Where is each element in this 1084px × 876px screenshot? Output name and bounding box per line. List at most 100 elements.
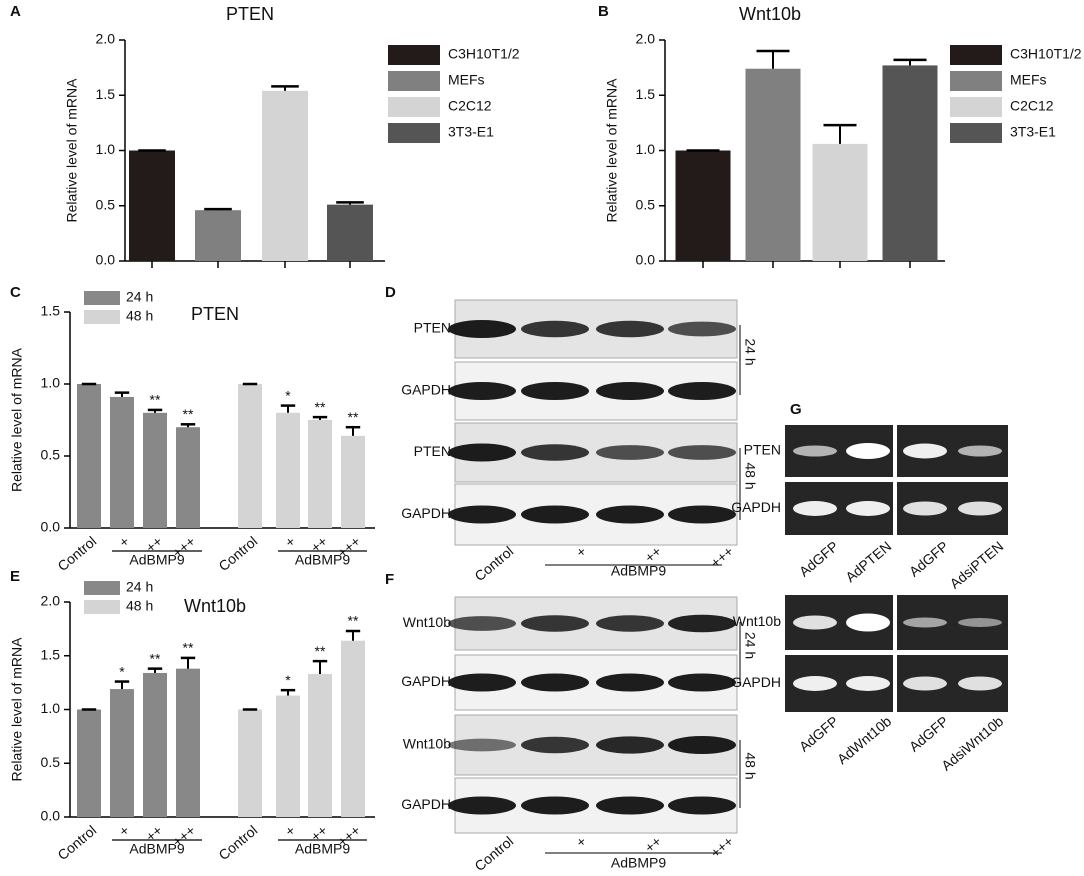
- row-label: GAPDH: [731, 674, 781, 690]
- y-tick-label: 1.5: [96, 86, 116, 102]
- bar: [176, 427, 200, 528]
- legend-swatch: [388, 45, 440, 65]
- blot-band: [596, 673, 664, 692]
- y-tick-label: 1.0: [96, 141, 116, 157]
- gel-band: [846, 443, 890, 459]
- panel-letter: G: [790, 401, 802, 418]
- y-tick-label: 0.0: [41, 519, 61, 535]
- row-label: GAPDH: [401, 796, 451, 812]
- blot-band: [521, 736, 589, 754]
- gel-band: [903, 501, 947, 516]
- y-tick-label: 0.0: [41, 808, 61, 824]
- significance: **: [183, 406, 194, 422]
- lane-label: AdGFP: [906, 713, 951, 755]
- bar: [882, 65, 938, 261]
- blot-band: [448, 382, 516, 400]
- blot-band: [668, 321, 736, 337]
- gel-band: [958, 676, 1002, 691]
- blot-band: [668, 505, 736, 524]
- y-axis-label: Relative level of mRNA: [64, 78, 80, 223]
- blot-band: [668, 445, 736, 460]
- legend-label: C2C12: [1010, 98, 1054, 114]
- y-tick-label: 1.0: [41, 375, 61, 391]
- panel-letter: D: [385, 284, 396, 301]
- blot-band: [448, 616, 516, 631]
- blot-band: [521, 505, 589, 524]
- bar: [262, 90, 308, 261]
- row-label: PTEN: [414, 320, 451, 336]
- bar: [143, 672, 167, 817]
- panel-letter: E: [10, 568, 20, 585]
- blot-band: [596, 382, 664, 400]
- y-tick-label: 0.5: [636, 196, 656, 212]
- group-label: AdBMP9: [295, 841, 350, 857]
- blot-band: [448, 673, 516, 692]
- group-label: AdBMP9: [295, 552, 350, 568]
- bar: [745, 68, 801, 261]
- legend-swatch: [950, 71, 1002, 91]
- significance: **: [348, 613, 359, 629]
- row-label: Wnt10b: [403, 614, 451, 630]
- legend-swatch: [388, 97, 440, 117]
- bar: [129, 150, 175, 261]
- y-tick-label: 2.0: [96, 31, 116, 47]
- blot-band: [596, 505, 664, 524]
- y-tick-label: 1.5: [636, 86, 656, 102]
- gel-band: [846, 501, 890, 516]
- legend-swatch: [950, 45, 1002, 65]
- row-label: Wnt10b: [733, 613, 781, 629]
- gel-band: [958, 618, 1002, 627]
- y-axis-label: Relative level of mRNA: [9, 637, 25, 782]
- bar: [308, 420, 332, 528]
- bar: [77, 709, 101, 817]
- blot-band: [448, 320, 516, 338]
- legend-label: C3H10T1/2: [448, 46, 520, 62]
- gel-band: [793, 501, 837, 516]
- x-tick-label: +: [116, 822, 133, 840]
- blot-band: [596, 320, 664, 338]
- chart-title: Wnt10b: [739, 4, 801, 24]
- row-label: PTEN: [414, 443, 451, 459]
- significance: **: [315, 643, 326, 659]
- bar: [327, 204, 373, 261]
- x-tick-label: +: [282, 822, 299, 840]
- x-tick-label: Control: [54, 822, 99, 863]
- time-label: 48 h: [742, 752, 758, 779]
- bar: [341, 640, 365, 817]
- legend-swatch: [388, 123, 440, 143]
- y-tick-label: 0.5: [41, 447, 61, 463]
- bar: [308, 674, 332, 817]
- bar: [276, 412, 300, 528]
- gel-band: [846, 613, 890, 632]
- blot-band: [448, 738, 516, 752]
- lane-label: +++: [707, 833, 736, 861]
- lane-label: AdWnt10b: [834, 713, 895, 767]
- blot-band: [596, 445, 664, 460]
- blot-band: [668, 736, 736, 754]
- gel-band: [793, 445, 837, 457]
- lane-label: ++: [641, 833, 664, 856]
- significance: **: [150, 650, 161, 666]
- x-tick-label: +: [116, 533, 133, 551]
- gel-band: [958, 501, 1002, 516]
- y-tick-label: 0.5: [96, 196, 116, 212]
- legend-label: MEFs: [448, 72, 485, 88]
- bar: [195, 210, 241, 261]
- legend-label: 3T3-E1: [1010, 124, 1056, 140]
- blot-band: [596, 736, 664, 754]
- y-tick-label: 0.5: [41, 754, 61, 770]
- blot-band: [448, 796, 516, 815]
- gel-band: [903, 676, 947, 691]
- time-label: 24 h: [742, 632, 758, 659]
- legend-label: 3T3-E1: [448, 124, 494, 140]
- legend-label: 48 h: [126, 308, 153, 324]
- bar: [110, 689, 134, 817]
- panel-letter: B: [598, 3, 609, 20]
- row-label: PTEN: [744, 442, 781, 458]
- bar: [77, 384, 101, 528]
- lane-label: AdPTEN: [842, 538, 894, 585]
- row-label: GAPDH: [401, 505, 451, 521]
- y-axis-label: Relative level of mRNA: [9, 347, 25, 492]
- row-label: GAPDH: [731, 499, 781, 515]
- lane-label: +++: [707, 543, 736, 571]
